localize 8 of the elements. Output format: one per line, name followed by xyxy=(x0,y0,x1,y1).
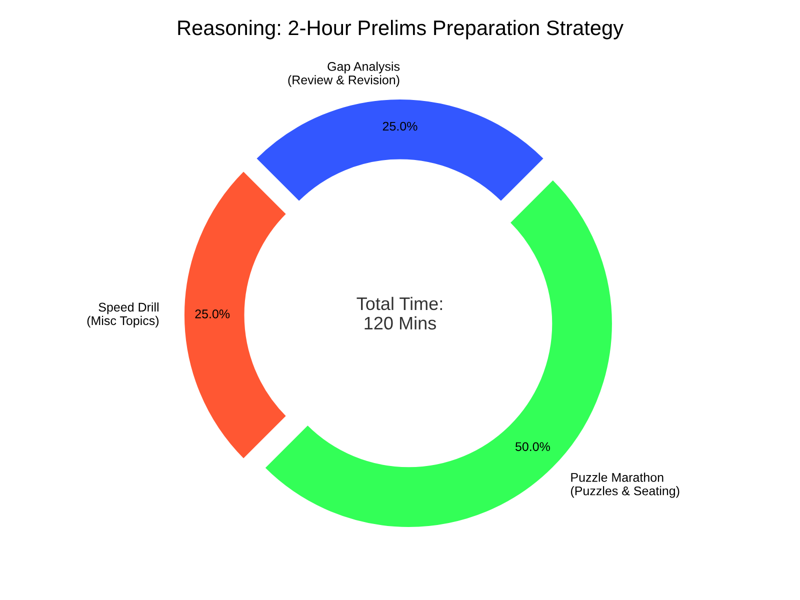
data-label: 50.0% xyxy=(515,442,550,452)
slice-label: Gap Analysis (Review & Revision) xyxy=(288,62,400,87)
slice-label: Speed Drill (Misc Topics) xyxy=(87,302,159,328)
data-label: 25.0% xyxy=(382,122,418,131)
chart-title: Reasoning: 2-Hour Prelims Preparation Strategy xyxy=(178,20,624,40)
text: Total Time: 120 Mins xyxy=(356,296,442,330)
data-label: 25.0% xyxy=(195,310,230,318)
slice-label: Puzzle Marathon (Puzzles & Seating) xyxy=(570,472,680,498)
